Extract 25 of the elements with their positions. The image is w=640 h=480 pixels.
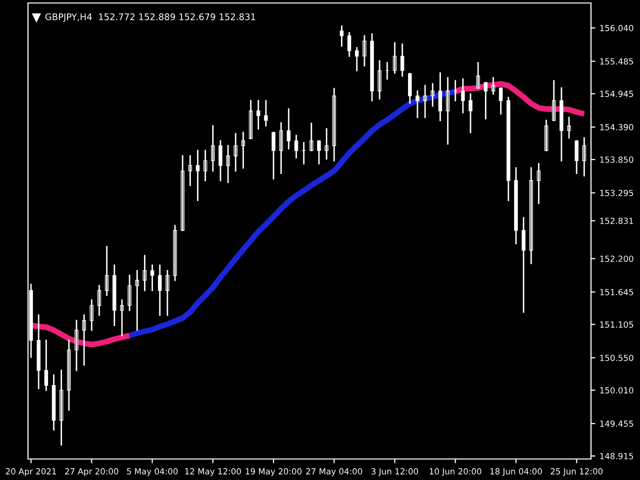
text: GBPJPY,H4 152.772 152.889 152.679 152.831 xyxy=(45,13,256,22)
y-tick-label: 150.010 xyxy=(600,387,634,394)
y-tick-label: 153.295 xyxy=(600,190,634,196)
x-tick-label: 27 May 04:00 xyxy=(306,468,362,476)
y-tick-label: 151.645 xyxy=(600,288,634,296)
x-tick-label: 27 Apr 20:00 xyxy=(65,468,118,476)
y-tick-label: 153.850 xyxy=(600,156,634,163)
x-tick-label: 5 May 04:00 xyxy=(126,468,178,476)
y-tick-label: 151.105 xyxy=(600,321,634,328)
x-tick-label: 20 Apr 2021 xyxy=(6,468,56,476)
y-tick-label: 154.945 xyxy=(600,90,634,98)
x-tick-label: 12 May 12:00 xyxy=(185,468,241,476)
x-tick-label: 3 Jun 12:00 xyxy=(372,468,418,476)
x-tick-label: 25 Jun 12:00 xyxy=(550,468,603,476)
y-tick-label: 154.390 xyxy=(600,124,634,130)
y-tick-label: 148.915 xyxy=(600,452,634,460)
x-tick-label: 19 May 20:00 xyxy=(246,468,302,476)
y-tick-label: 156.040 xyxy=(600,24,634,32)
y-tick-label: 149.455 xyxy=(600,420,634,427)
y-tick-label: 155.485 xyxy=(600,58,634,65)
x-tick-label: 10 Jun 20:00 xyxy=(430,468,482,476)
x-tick-label: 18 Jun 04:00 xyxy=(490,468,542,476)
y-tick-label: 152.200 xyxy=(600,256,634,262)
y-tick-label: 150.550 xyxy=(600,354,634,362)
y-tick-label: 152.831 xyxy=(600,218,634,224)
